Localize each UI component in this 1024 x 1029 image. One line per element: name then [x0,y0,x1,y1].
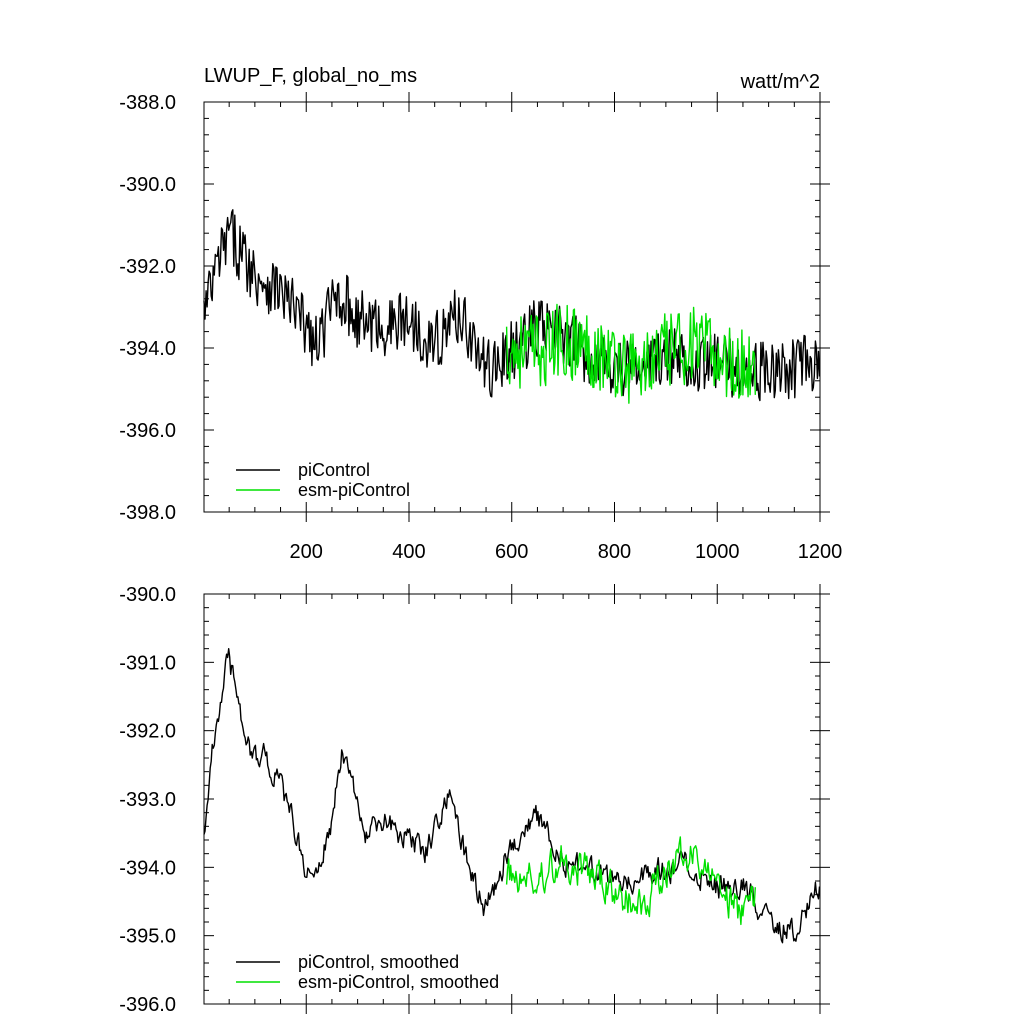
series-line-esm-picontrol-smoothed [505,836,756,926]
y-tick-label: -396.0 [119,420,176,442]
y-tick-label: -398.0 [119,502,176,524]
legend-label: esm-piControl, smoothed [298,972,499,992]
chart-title: LWUP_F, global_no_ms [204,65,417,87]
y-tick-label: -392.0 [119,721,176,743]
y-tick-label: -396.0 [119,994,176,1016]
y-tick-label: -391.0 [119,652,176,674]
y-tick-label: -395.0 [119,926,176,948]
x-tick-label: 200 [290,541,323,563]
x-tick-label: 1200 [798,541,843,563]
bottom-panel: -390.0 -391.0 -392.0 -393.0 -394.0 -395.0 -396… [119,584,830,1016]
y-tick-label: -390.0 [119,174,176,196]
legend-label: esm-piControl [298,480,410,500]
plot-frame [203,593,821,1005]
x-tick-label: 400 [392,541,425,563]
y-tick-label: -390.0 [119,584,176,606]
legend-label: piControl [298,460,370,480]
series-line-esm-picontrol [505,303,756,404]
x-tick-label: 1000 [695,541,740,563]
top-panel: 200 400 600 800 1000 1200 -388.0 -390.0 -392.0 -3… [119,92,842,563]
y-tick-label: -388.0 [119,92,176,114]
series-line-picontrol-smoothed [203,648,821,944]
units-label: watt/m^2 [740,71,820,93]
legend-label: piControl, smoothed [298,952,459,972]
x-tick-label: 800 [598,541,631,563]
y-tick-label: -393.0 [119,789,176,811]
y-tick-label: -394.0 [119,338,176,360]
y-tick-label: -394.0 [119,857,176,879]
y-tick-label: -392.0 [119,256,176,278]
x-tick-label: 600 [495,541,528,563]
